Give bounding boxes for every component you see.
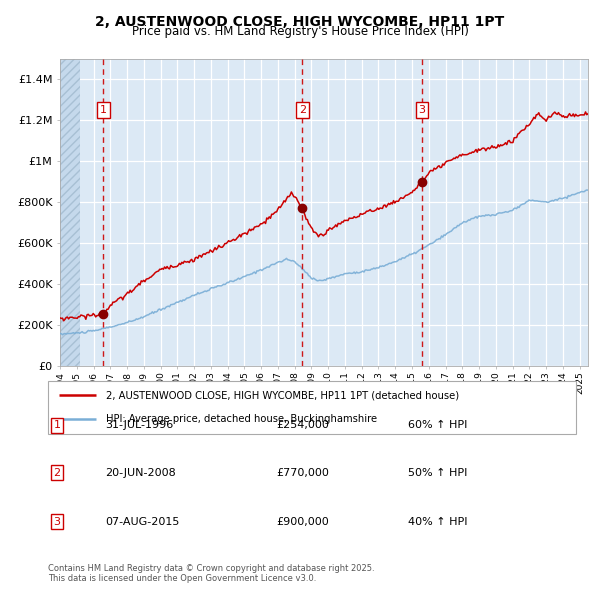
Text: £254,000: £254,000 xyxy=(276,421,329,430)
Text: 60% ↑ HPI: 60% ↑ HPI xyxy=(408,421,467,430)
Text: 20-JUN-2008: 20-JUN-2008 xyxy=(105,468,176,477)
Text: 2: 2 xyxy=(299,105,306,115)
Text: 3: 3 xyxy=(53,517,61,526)
Text: 2, AUSTENWOOD CLOSE, HIGH WYCOMBE, HP11 1PT: 2, AUSTENWOOD CLOSE, HIGH WYCOMBE, HP11 … xyxy=(95,15,505,29)
Text: 50% ↑ HPI: 50% ↑ HPI xyxy=(408,468,467,477)
Text: 3: 3 xyxy=(419,105,425,115)
Text: 31-JUL-1996: 31-JUL-1996 xyxy=(105,421,173,430)
Text: 07-AUG-2015: 07-AUG-2015 xyxy=(105,517,179,526)
Text: Contains HM Land Registry data © Crown copyright and database right 2025.
This d: Contains HM Land Registry data © Crown c… xyxy=(48,563,374,583)
Text: 2: 2 xyxy=(53,468,61,477)
Text: £900,000: £900,000 xyxy=(276,517,329,526)
Text: 1: 1 xyxy=(53,421,61,430)
Text: 40% ↑ HPI: 40% ↑ HPI xyxy=(408,517,467,526)
Text: 2, AUSTENWOOD CLOSE, HIGH WYCOMBE, HP11 1PT (detached house): 2, AUSTENWOOD CLOSE, HIGH WYCOMBE, HP11 … xyxy=(106,391,459,401)
Text: HPI: Average price, detached house, Buckinghamshire: HPI: Average price, detached house, Buck… xyxy=(106,414,377,424)
Text: 1: 1 xyxy=(100,105,107,115)
Text: Price paid vs. HM Land Registry's House Price Index (HPI): Price paid vs. HM Land Registry's House … xyxy=(131,25,469,38)
Text: £770,000: £770,000 xyxy=(276,468,329,477)
